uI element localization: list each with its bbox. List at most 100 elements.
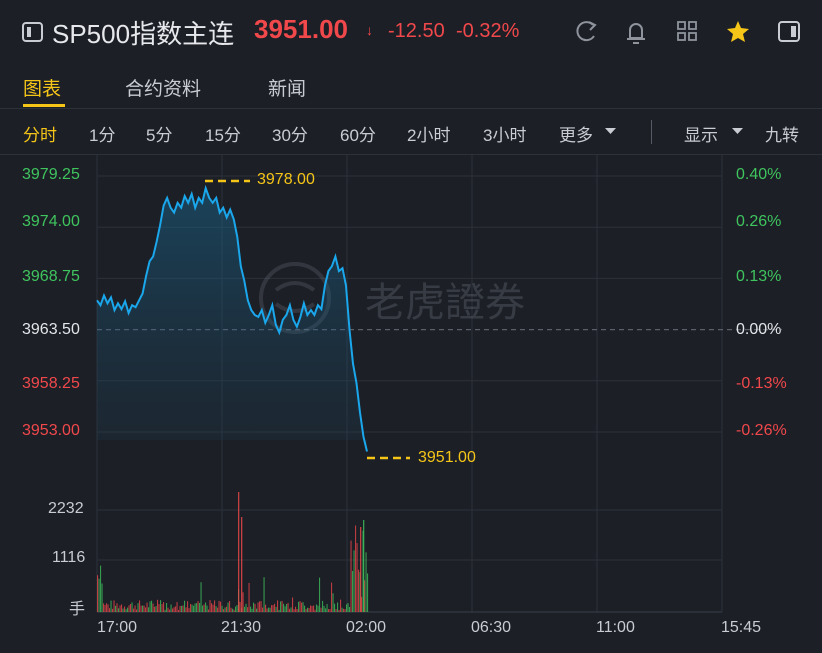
volume-bar [236, 605, 238, 612]
volume-bar [320, 607, 322, 612]
back-icon[interactable] [22, 22, 43, 42]
volume-bars [97, 492, 369, 612]
volume-bar [191, 604, 193, 612]
volume-bar [322, 600, 324, 612]
volume-bar [133, 608, 135, 612]
volume-bar [308, 608, 310, 612]
grid-icon[interactable] [677, 21, 697, 41]
volume-bar [283, 603, 285, 612]
timeframe-bar: 分时 1分 5分 15分 30分 60分 2小时 3小时 更多 显示 九转 [0, 110, 822, 155]
volume-bar [257, 602, 259, 612]
volume-bar [140, 605, 142, 612]
timeframe-60m[interactable]: 60分 [340, 126, 376, 145]
volume-bar [106, 603, 108, 612]
volume-bar [235, 606, 237, 612]
star-icon[interactable] [727, 21, 749, 42]
tab-bar: 图表 合约资料 新闻 [0, 66, 822, 109]
low-price-label: 3951.00 [418, 449, 476, 466]
timeframe-1m[interactable]: 1分 [89, 126, 116, 145]
timeframe-3h[interactable]: 3小时 [483, 126, 527, 145]
volume-bar [334, 603, 336, 612]
volume-bar [250, 606, 252, 612]
volume-bar [269, 607, 271, 612]
volume-bar [118, 608, 120, 612]
display-menu[interactable]: 显示 [684, 126, 718, 145]
percent-tick: 0.26% [736, 213, 782, 230]
volume-bar [185, 607, 187, 612]
volume-bar [193, 605, 195, 612]
volume-bar [331, 582, 333, 612]
volume-bar [142, 605, 144, 612]
tab-contract-info[interactable]: 合约资料 [125, 79, 202, 100]
bell-icon[interactable] [627, 23, 645, 44]
volume-bar [296, 609, 298, 612]
volume-bar [110, 600, 112, 612]
volume-bar [172, 608, 174, 612]
volume-bar [343, 608, 345, 612]
time-tick: 15:45 [721, 619, 762, 636]
volume-bar [100, 565, 102, 612]
volume-bar [103, 603, 105, 612]
high-low-markers [205, 179, 410, 460]
volume-bar [218, 600, 220, 612]
volume-bar [329, 609, 331, 612]
volume-bar [124, 606, 126, 612]
volume-bar [152, 603, 154, 612]
volume-bar [104, 605, 106, 612]
volume-bar [244, 606, 246, 612]
nine-turn-indicator-button[interactable]: 九转 [765, 126, 799, 145]
volume-bar [119, 605, 121, 612]
volume-bar [338, 609, 340, 612]
volume-bar [178, 610, 180, 612]
volume-bar [242, 592, 244, 612]
price-change-percent: -0.32% [456, 20, 520, 42]
volume-bar [163, 602, 165, 612]
timeframe-more[interactable]: 更多 [559, 126, 593, 145]
volume-bar [280, 601, 282, 612]
timeframe-intraday[interactable]: 分时 [23, 126, 57, 145]
volume-bar [239, 602, 241, 612]
tab-news[interactable]: 新闻 [268, 79, 307, 100]
tab-chart[interactable]: 图表 [23, 79, 62, 100]
volume-bar [227, 602, 229, 612]
time-tick: 11:00 [596, 619, 635, 636]
volume-bar [167, 607, 169, 612]
timeframe-5m[interactable]: 5分 [146, 126, 173, 145]
volume-bar [212, 604, 214, 612]
volume-bar [232, 608, 234, 612]
refresh-icon[interactable] [576, 21, 597, 42]
volume-bar [346, 604, 348, 612]
percent-tick: 0.00% [736, 321, 782, 338]
instrument-title: SP500指数主连 [52, 19, 235, 49]
volume-bar [293, 609, 295, 612]
volume-bar [254, 603, 256, 612]
volume-bar [328, 609, 330, 612]
header: SP500指数主连 3951.00 ↓ -12.50 -0.32% [0, 0, 822, 64]
volume-bar [295, 606, 297, 612]
volume-bar [305, 608, 307, 612]
volume-bar [301, 602, 303, 612]
volume-bar [307, 607, 309, 612]
timeframe-2h[interactable]: 2小时 [407, 126, 451, 145]
volume-bar [311, 606, 313, 612]
volume-bar [161, 604, 163, 612]
volume-bar [364, 580, 366, 612]
volume-bar [209, 600, 211, 612]
volume-bar [277, 600, 279, 612]
volume-bar [317, 605, 319, 612]
volume-bar [97, 575, 99, 612]
timeframe-30m[interactable]: 30分 [272, 126, 308, 145]
time-tick: 17:00 [97, 619, 138, 636]
header-icons [22, 21, 800, 44]
volume-bar [298, 601, 300, 612]
volume-bar [115, 605, 117, 612]
volume-tick: 2232 [48, 500, 84, 517]
timeframe-15m[interactable]: 15分 [205, 126, 241, 145]
volume-bar [101, 583, 103, 612]
time-tick: 02:00 [346, 619, 387, 636]
volume-bar [164, 609, 166, 612]
volume-bar [197, 601, 199, 612]
sidebar-icon[interactable] [778, 21, 800, 42]
volume-bar [113, 600, 115, 612]
